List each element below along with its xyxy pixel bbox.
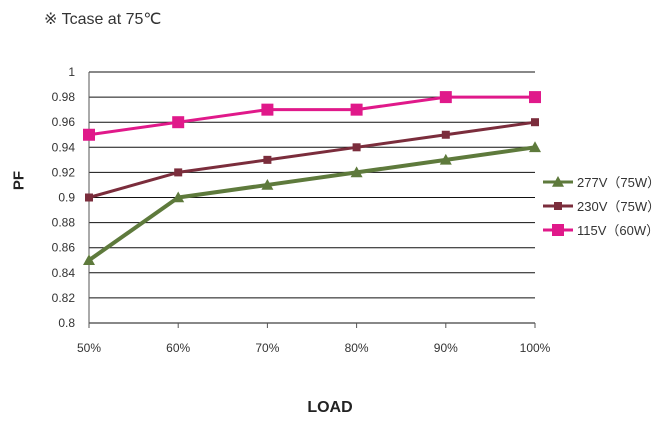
- data-point: [172, 116, 185, 129]
- legend-marker: [552, 176, 564, 187]
- y-tick-label: 0.84: [52, 266, 76, 280]
- data-point: [261, 103, 274, 116]
- legend-marker: [552, 224, 564, 236]
- x-tick-label: 70%: [255, 341, 279, 355]
- y-tick-label: 0.86: [52, 241, 76, 255]
- y-tick-label: 0.82: [52, 291, 76, 305]
- y-tick-label: 0.9: [58, 191, 75, 205]
- data-point: [352, 143, 361, 152]
- x-tick-label: 80%: [345, 341, 369, 355]
- legend-label: 277V（75W）: [577, 175, 660, 190]
- y-tick-label: 0.94: [52, 140, 76, 154]
- data-point: [529, 141, 541, 153]
- y-tick-label: 0.88: [52, 216, 76, 230]
- x-tick-label: 100%: [520, 341, 551, 355]
- temperature-note: ※ Tcase at 75℃: [44, 11, 162, 28]
- y-tick-label: 1: [68, 65, 75, 79]
- y-tick-label: 0.98: [52, 90, 76, 104]
- legend-label: 115V（60W）: [577, 223, 659, 238]
- series-line: [87, 145, 536, 262]
- series-line: [88, 120, 536, 199]
- data-point: [174, 168, 183, 177]
- x-tick-label: 60%: [166, 341, 190, 355]
- data-point: [263, 155, 272, 164]
- series-line: [88, 95, 535, 137]
- data-point: [439, 91, 452, 104]
- legend-marker: [554, 202, 562, 210]
- data-point: [439, 153, 452, 165]
- data-point: [350, 103, 363, 116]
- legend-label: 230V（75W）: [577, 199, 660, 214]
- x-tick-label: 50%: [77, 341, 101, 355]
- data-point: [350, 166, 363, 178]
- x-tick-label: 90%: [434, 341, 458, 355]
- data-point: [83, 254, 95, 266]
- y-tick-label: 0.8: [58, 316, 75, 330]
- data-point: [85, 193, 93, 202]
- data-point: [261, 178, 274, 190]
- data-point: [83, 128, 95, 141]
- data-point: [441, 130, 450, 139]
- data-point: [531, 118, 539, 127]
- x-axis-label: LOAD: [307, 399, 353, 416]
- data-point: [172, 191, 185, 203]
- y-tick-label: 0.92: [52, 165, 76, 179]
- data-point: [529, 91, 541, 104]
- y-tick-label: 0.96: [52, 115, 76, 129]
